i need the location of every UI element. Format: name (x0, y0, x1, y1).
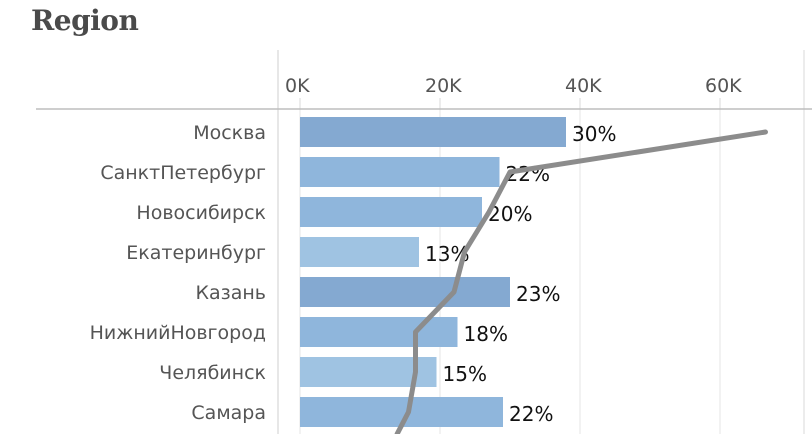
category-labels: Москва СанктПетербург Новосибирск Екатеринб… (90, 122, 266, 424)
x-tick-label: 60K (705, 75, 742, 97)
data-label: 30% (572, 122, 616, 146)
data-label: 22% (509, 402, 553, 426)
category-label: Самара (191, 402, 266, 424)
category-label: Москва (193, 122, 266, 144)
category-label: СанктПетербург (100, 162, 266, 184)
category-label: Новосибирск (136, 202, 266, 224)
x-tick-label: 20K (425, 75, 462, 97)
bar (300, 157, 500, 187)
bar (300, 197, 482, 227)
category-label: Казань (196, 282, 267, 304)
x-tick-label: 0K (285, 75, 310, 97)
category-label: НижнийНовгород (90, 322, 266, 344)
axis-frame (36, 50, 812, 434)
x-tick-label: 40K (565, 75, 602, 97)
bar (300, 317, 458, 347)
category-label: Екатеринбург (126, 242, 266, 264)
data-label: 20% (488, 202, 532, 226)
bar (300, 117, 566, 147)
trend-line-layer (394, 129, 768, 434)
trend-line (394, 129, 768, 434)
chart-title: Region (31, 4, 139, 37)
bar (300, 277, 510, 307)
data-label: 23% (516, 282, 560, 306)
category-label: Челябинск (159, 362, 266, 384)
data-label: 18% (464, 322, 508, 346)
bars (300, 117, 566, 427)
data-label: 15% (443, 362, 487, 386)
x-axis-ticks: 0K 20K 40K 60K (285, 75, 742, 97)
bar (300, 237, 419, 267)
